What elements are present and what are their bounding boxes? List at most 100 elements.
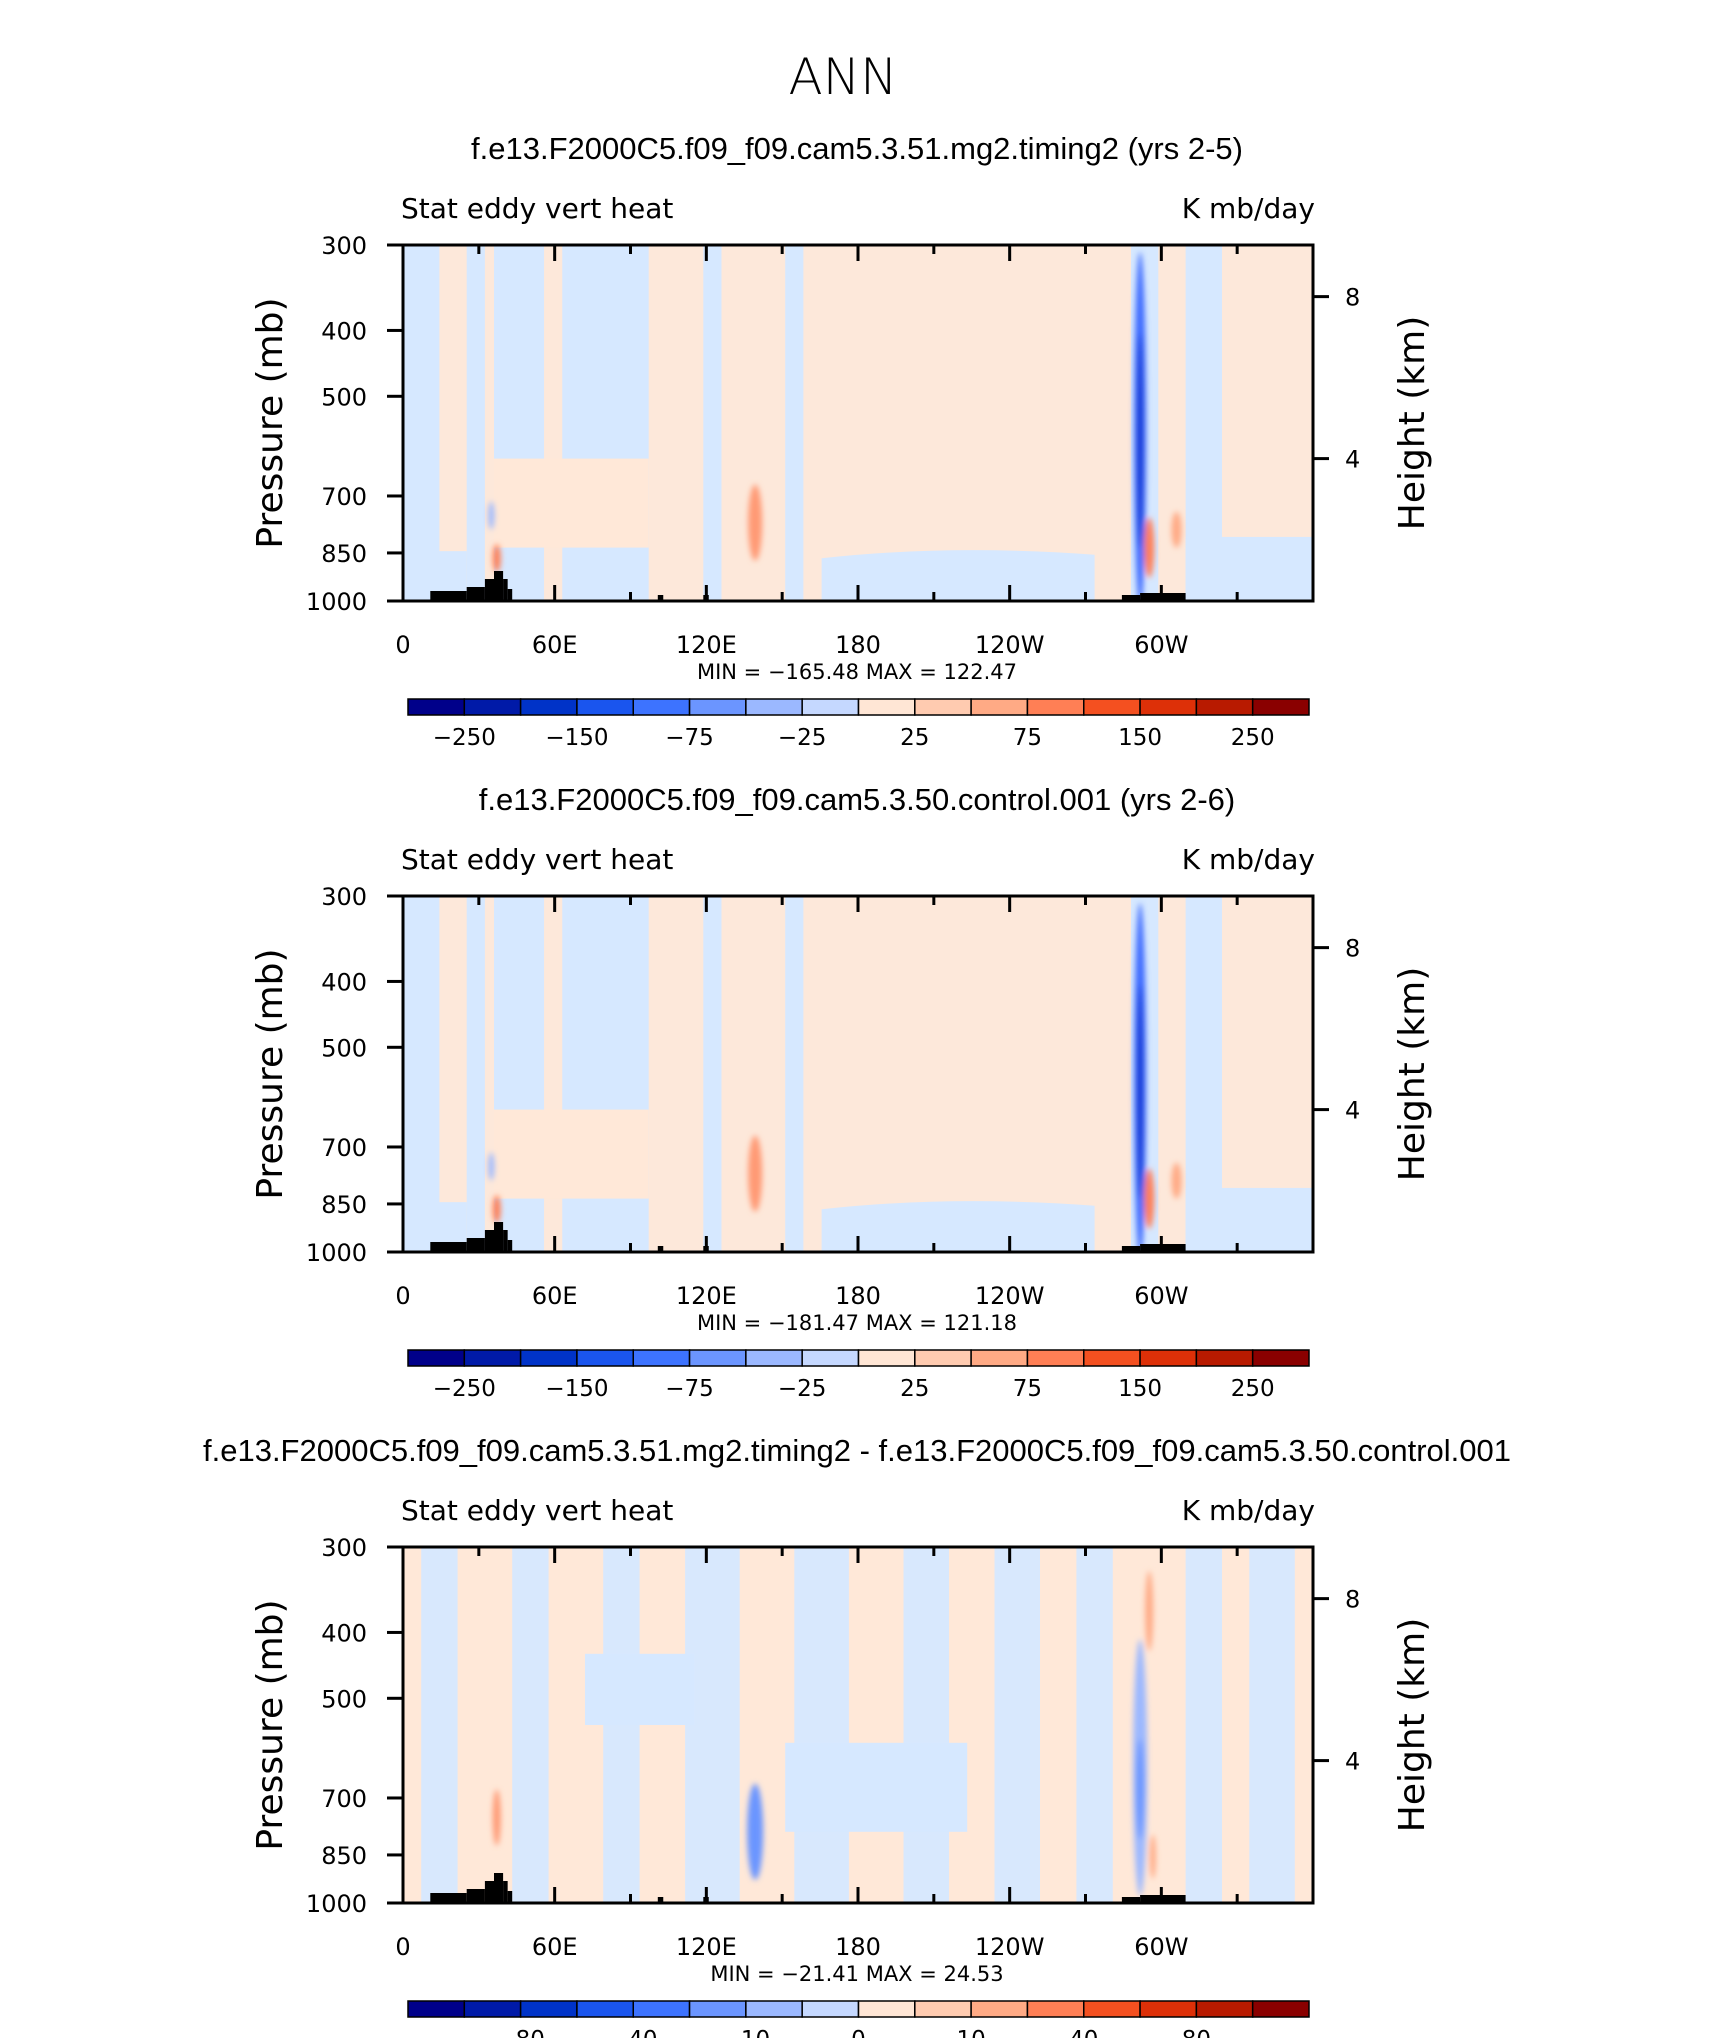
y2-tick-label: 8 bbox=[1345, 284, 1360, 312]
x-tick-label: 120E bbox=[676, 631, 737, 659]
colorbar-label: 25 bbox=[900, 725, 929, 751]
topography-block bbox=[484, 1881, 494, 1903]
colorbar: −250 −150 −75 −25 25 75 150 250 bbox=[407, 1349, 1310, 1402]
x-tick-label: 120E bbox=[676, 1282, 737, 1310]
colorbar-box bbox=[519, 698, 578, 716]
colorbar-box bbox=[801, 1349, 860, 1367]
y-tick-label: 1000 bbox=[306, 1890, 367, 1918]
panel-title: f.e13.F2000C5.f09_f09.cam5.3.51.mg2.timi… bbox=[471, 131, 1243, 166]
y-tick-label: 850 bbox=[321, 1191, 367, 1219]
colorbar-box bbox=[407, 1349, 466, 1367]
contour-band bbox=[821, 1201, 1095, 1252]
y-tick-label: 1000 bbox=[306, 588, 367, 616]
colorbar-label: 0 bbox=[851, 2027, 866, 2038]
topography-block bbox=[494, 1222, 504, 1252]
min-max-stats: MIN = −21.41 MAX = 24.53 bbox=[710, 1962, 1003, 1986]
colorbar-box bbox=[463, 1349, 522, 1367]
topography-block bbox=[1140, 1244, 1186, 1252]
x-tick-label: 60E bbox=[532, 1282, 578, 1310]
left-string: Stat eddy vert heat bbox=[401, 843, 673, 876]
contour-band bbox=[1185, 1187, 1313, 1252]
colorbar-box bbox=[970, 1349, 1029, 1367]
contour-band bbox=[1158, 896, 1186, 1252]
contour-feature bbox=[488, 501, 495, 530]
contour-band bbox=[494, 458, 649, 548]
colorbar-box bbox=[970, 698, 1029, 716]
x-tick-label: 60W bbox=[1134, 631, 1188, 659]
contour-feature bbox=[1144, 1168, 1155, 1229]
colorbar-label: 40 bbox=[1069, 2027, 1098, 2038]
panel-3: f.e13.F2000C5.f09_f09.cam5.3.51.mg2.timi… bbox=[203, 1433, 1511, 2038]
right-string: K mb/day bbox=[1182, 192, 1315, 225]
contour-feature bbox=[1137, 334, 1144, 548]
colorbar-label: 10 bbox=[956, 2027, 985, 2038]
colorbar-box bbox=[745, 1349, 803, 1367]
colorbar-box bbox=[857, 698, 916, 716]
min-max-stats: MIN = −181.47 MAX = 121.18 bbox=[697, 1311, 1017, 1335]
colorbar-label: −150 bbox=[545, 725, 608, 751]
topography-block bbox=[494, 1873, 504, 1903]
colorbar-label: 150 bbox=[1118, 725, 1162, 751]
colorbar-box bbox=[632, 698, 691, 716]
topography-block bbox=[503, 579, 508, 601]
colorbar-label: 25 bbox=[900, 1376, 929, 1402]
field-background bbox=[403, 1547, 1313, 1903]
colorbar-box bbox=[632, 1349, 691, 1367]
y2-tick-label: 4 bbox=[1345, 1748, 1360, 1776]
y-tick-label: 300 bbox=[321, 1534, 367, 1562]
topography-block bbox=[507, 1891, 513, 1903]
panel-title: f.e13.F2000C5.f09_f09.cam5.3.50.control.… bbox=[479, 782, 1236, 817]
y-tick-label: 700 bbox=[321, 483, 367, 511]
colorbar-box bbox=[688, 2000, 747, 2018]
x-tick-label: 120W bbox=[975, 1282, 1045, 1310]
colorbar-box bbox=[1195, 698, 1254, 716]
contour-band bbox=[803, 245, 1131, 601]
panel-1: f.e13.F2000C5.f09_f09.cam5.3.51.mg2.timi… bbox=[250, 131, 1433, 751]
contour-feature bbox=[1145, 1571, 1154, 1652]
left-string: Stat eddy vert heat bbox=[401, 1494, 673, 1527]
contour-band bbox=[1185, 536, 1313, 601]
y-tick-label: 500 bbox=[321, 1685, 367, 1713]
x-tick-label: 120W bbox=[975, 1933, 1045, 1961]
colorbar-box bbox=[1026, 698, 1085, 716]
colorbar-label: 75 bbox=[1013, 1376, 1042, 1402]
colorbar-box bbox=[576, 698, 634, 716]
left-string: Stat eddy vert heat bbox=[401, 192, 673, 225]
contour-band bbox=[903, 1547, 949, 1903]
colorbar-box bbox=[857, 2000, 916, 2018]
colorbar-box bbox=[688, 698, 747, 716]
colorbar-box bbox=[1251, 2000, 1310, 2018]
colorbar-label: 75 bbox=[1013, 725, 1042, 751]
y-tick-label: 850 bbox=[321, 540, 367, 568]
contour-band bbox=[794, 1547, 849, 1903]
contour-feature bbox=[1149, 1834, 1156, 1879]
contour-feature bbox=[1171, 1162, 1182, 1199]
colorbar-label: −75 bbox=[665, 725, 714, 751]
colorbar-label: −150 bbox=[545, 1376, 608, 1402]
colorbar-box bbox=[801, 2000, 860, 2018]
x-tick-label: 180 bbox=[835, 631, 881, 659]
colorbar-label: −250 bbox=[433, 725, 496, 751]
colorbar-label: −25 bbox=[778, 1376, 827, 1402]
y-tick-label: 850 bbox=[321, 1842, 367, 1870]
topography-block bbox=[1140, 593, 1186, 601]
contour-feature bbox=[492, 544, 501, 573]
contour-feature bbox=[747, 1783, 764, 1880]
colorbar-box bbox=[745, 698, 803, 716]
colorbar-box bbox=[1026, 2000, 1085, 2018]
panel-2: f.e13.F2000C5.f09_f09.cam5.3.50.control.… bbox=[250, 782, 1433, 1402]
colorbar-label: 150 bbox=[1118, 1376, 1162, 1402]
colorbar-box bbox=[407, 698, 466, 716]
colorbar-box bbox=[1251, 698, 1310, 716]
contour-band bbox=[994, 1547, 1040, 1903]
right-string: K mb/day bbox=[1182, 1494, 1315, 1527]
topography bbox=[430, 571, 1186, 601]
y2-axis-label: Height (km) bbox=[1392, 967, 1433, 1181]
contour-band bbox=[421, 1547, 458, 1903]
contour-band bbox=[494, 1109, 649, 1199]
colorbar-box bbox=[688, 1349, 747, 1367]
colorbar-box bbox=[1251, 1349, 1310, 1367]
colorbar-label: −40 bbox=[609, 2027, 658, 2038]
y2-tick-label: 8 bbox=[1345, 1586, 1360, 1614]
x-tick-label: 60W bbox=[1134, 1282, 1188, 1310]
